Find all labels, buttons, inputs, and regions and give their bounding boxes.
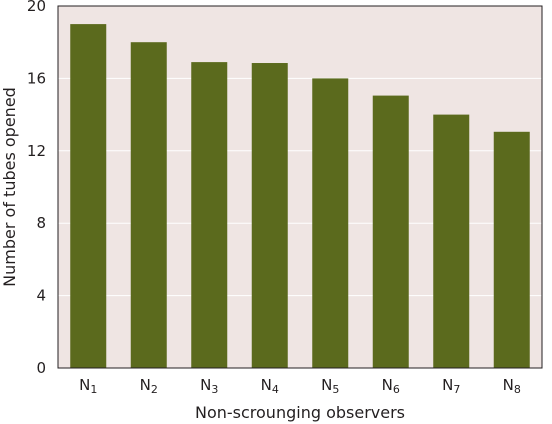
y-tick-label: 20 [27,0,46,15]
x-tick-label-base: N [140,376,151,394]
x-tick-label-base: N [321,376,332,394]
x-tick-label-subscript: 5 [332,383,339,396]
bar [312,78,349,369]
x-tick-label: N1 [79,376,97,396]
x-tick-label-base: N [503,376,514,394]
y-axis-title: Number of tubes opened [0,87,19,287]
x-tick-label-base: N [261,376,272,394]
y-axis-ticks: 0 4 8 12 16 20 [27,0,46,377]
bar [493,131,530,368]
x-tick-label: N5 [321,376,339,396]
bars [70,24,530,369]
y-tick-label: 0 [36,359,46,377]
x-tick-label: N2 [140,376,158,396]
plot-background [58,6,542,368]
x-axis-title: Non-scrounging observers [195,403,405,422]
x-tick-label: N7 [442,376,460,396]
x-tick-label-subscript: 4 [272,383,279,396]
bar [191,62,228,369]
bar [251,63,288,368]
bar [70,24,107,368]
x-tick-label-subscript: 7 [453,383,460,396]
bar [130,42,167,368]
x-tick-label-subscript: 2 [151,383,158,396]
x-tick-label-base: N [442,376,453,394]
plot-frame [57,5,543,369]
y-tick-label: 8 [36,214,46,232]
x-tick-label-subscript: 3 [211,383,218,396]
x-tick-label: N4 [261,376,279,396]
x-tick-label-base: N [382,376,393,394]
x-axis-category-labels: N1 N2 N3 N4 N5 N6 N7 N8 [79,376,521,396]
y-tick-label: 4 [36,287,46,305]
y-tick-label: 16 [27,69,46,87]
y-tick-label: 12 [27,142,46,160]
x-tick-label-subscript: 8 [514,383,521,396]
x-tick-label-subscript: 1 [90,383,97,396]
bar [372,95,409,368]
x-tick-label-base: N [79,376,90,394]
x-tick-label: N3 [200,376,218,396]
x-tick-label-subscript: 6 [393,383,400,396]
x-tick-label: N6 [382,376,400,396]
x-tick-label: N8 [503,376,521,396]
bar [433,114,470,368]
x-tick-label-base: N [200,376,211,394]
